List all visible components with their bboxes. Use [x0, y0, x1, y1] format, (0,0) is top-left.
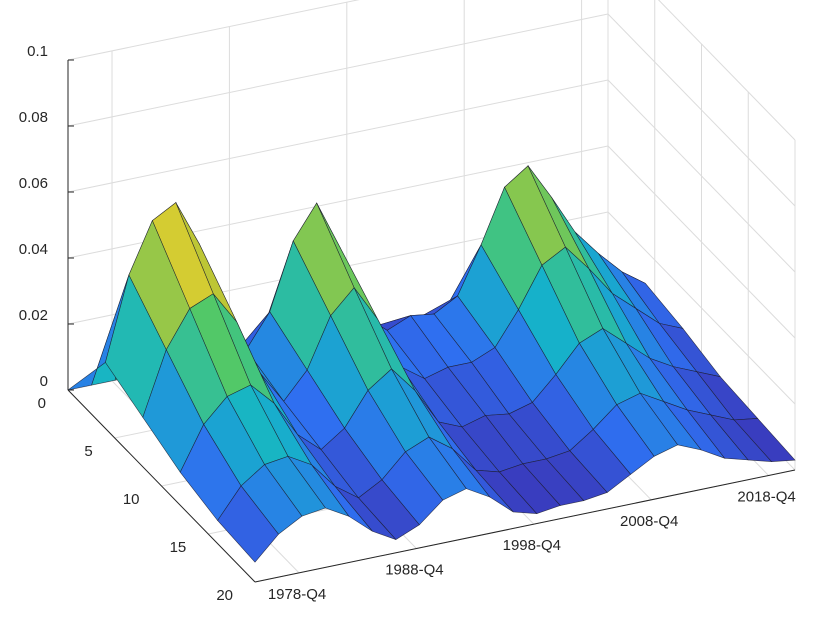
grid-line [67, 0, 360, 61]
axis-line [67, 389, 256, 583]
x-tick-label: 2008-Q4 [620, 513, 678, 530]
z-tick-label: 0.06 [19, 175, 48, 192]
surface-patch [217, 485, 279, 563]
y-tick-label: 0 [38, 395, 46, 412]
z-tick-label: 0.02 [19, 307, 48, 324]
grid-line [67, 13, 609, 127]
x-tick-label: 2018-Q4 [737, 488, 795, 505]
axis-line [254, 469, 796, 583]
z-tick-label: 0.04 [19, 241, 48, 258]
y-tick-label: 5 [84, 443, 92, 460]
x-tick-label: 1988-Q4 [385, 561, 443, 578]
x-tick-label: 1978-Q4 [268, 586, 326, 603]
z-tick-label: 0.1 [27, 43, 48, 60]
y-tick-label: 20 [216, 587, 233, 604]
y-tick-label: 10 [123, 491, 140, 508]
grid-line [67, 79, 609, 193]
y-tick-label: 15 [170, 539, 187, 556]
z-tick-label: 0 [40, 373, 48, 390]
z-tick-label: 0.08 [19, 109, 48, 126]
x-tick-label: 1998-Q4 [503, 537, 561, 554]
